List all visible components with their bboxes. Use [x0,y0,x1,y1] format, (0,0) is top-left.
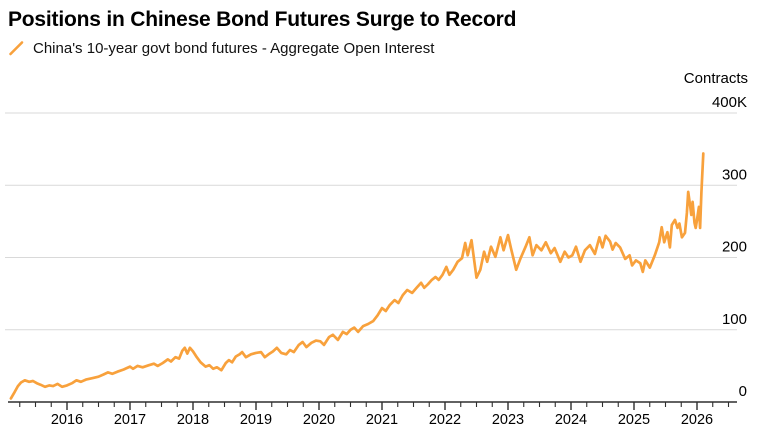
legend-line-icon [9,41,24,56]
x-axis-year-label: 2022 [429,412,461,428]
x-axis-year-label: 2018 [177,412,209,428]
x-axis-year-label: 2023 [492,412,524,428]
legend-label: China's 10-year govt bond futures - Aggr… [33,40,435,58]
x-axis-year-label: 2025 [618,412,650,428]
y-axis-tick-label: 100 [722,311,747,328]
x-axis-year-label: 2016 [51,412,83,428]
series-line [9,152,705,400]
y-axis-tick-label: 200 [722,239,747,256]
legend: China's 10-year govt bond futures - Aggr… [0,33,759,57]
x-axis-year-label: 2024 [555,412,587,428]
y-axis-unit-label: Contracts [683,70,748,87]
chart-title: Positions in Chinese Bond Futures Surge … [8,8,517,31]
y-axis-tick-label: 300 [722,166,747,183]
x-axis-year-label: 2019 [240,412,272,428]
y-axis-tick-label: 400K [712,94,747,111]
chart-header: Positions in Chinese Bond Futures Surge … [0,0,759,57]
y-axis-tick-label: 0 [739,383,747,400]
x-axis-year-label: 2026 [681,412,713,428]
x-axis-year-label: 2017 [114,412,146,428]
x-axis-year-label: 2020 [303,412,335,428]
x-axis-year-label: 2021 [366,412,398,428]
